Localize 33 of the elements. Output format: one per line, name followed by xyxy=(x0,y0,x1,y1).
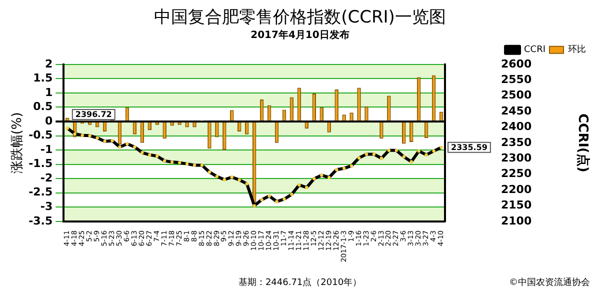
text: 基期：2446.71点（2010年） xyxy=(238,278,362,288)
y-axis-title: 涨跌幅(%) xyxy=(10,112,26,174)
y-tick-label: -3 xyxy=(40,200,53,213)
y2-tick-label: 2600 xyxy=(501,57,532,70)
chart-title: 中国复合肥零售价格指数(CCRI)一览图 xyxy=(154,8,446,28)
y-tick-label: -1.5 xyxy=(28,157,53,170)
y2-tick-label: 2350 xyxy=(501,136,532,149)
y-tick-label: 0.5 xyxy=(33,100,53,114)
y2-tick-label: 2300 xyxy=(501,151,532,164)
y2-tick-label: 2500 xyxy=(501,88,532,102)
y-tick-label: -2.5 xyxy=(28,186,53,199)
y-tick-label: -1 xyxy=(40,142,53,156)
y-tick-label: -2 xyxy=(40,171,53,184)
y2-tick-label: 2550 xyxy=(501,72,532,86)
y2-tick-label: 2250 xyxy=(501,167,532,180)
y-tick-label: 0 xyxy=(44,114,53,128)
text: ©中国农资流通协会 xyxy=(509,276,590,289)
y2-tick-label: 2100 xyxy=(501,214,532,228)
legend-label: 环比 xyxy=(568,44,586,56)
y2-tick-label: 2200 xyxy=(501,182,532,196)
y-tick-label: 2 xyxy=(44,57,53,70)
data-label: 2396.72 xyxy=(75,110,112,120)
chart-subtitle: 2017年4月10日发布 xyxy=(250,28,350,41)
data-label: 2335.59 xyxy=(451,143,488,152)
y-tick-label: -3.5 xyxy=(28,214,53,228)
y2-tick-label: 2450 xyxy=(501,104,532,118)
y2-axis-title: CCRI(点) xyxy=(574,113,591,172)
y-tick-label: 1.5 xyxy=(33,72,53,85)
y-tick-label: 1 xyxy=(44,86,53,99)
y2-tick-label: 2400 xyxy=(501,120,532,134)
legend-label: CCRI xyxy=(524,45,546,56)
y2-tick-label: 2150 xyxy=(501,198,532,212)
y-tick-label: -0.5 xyxy=(28,128,53,142)
